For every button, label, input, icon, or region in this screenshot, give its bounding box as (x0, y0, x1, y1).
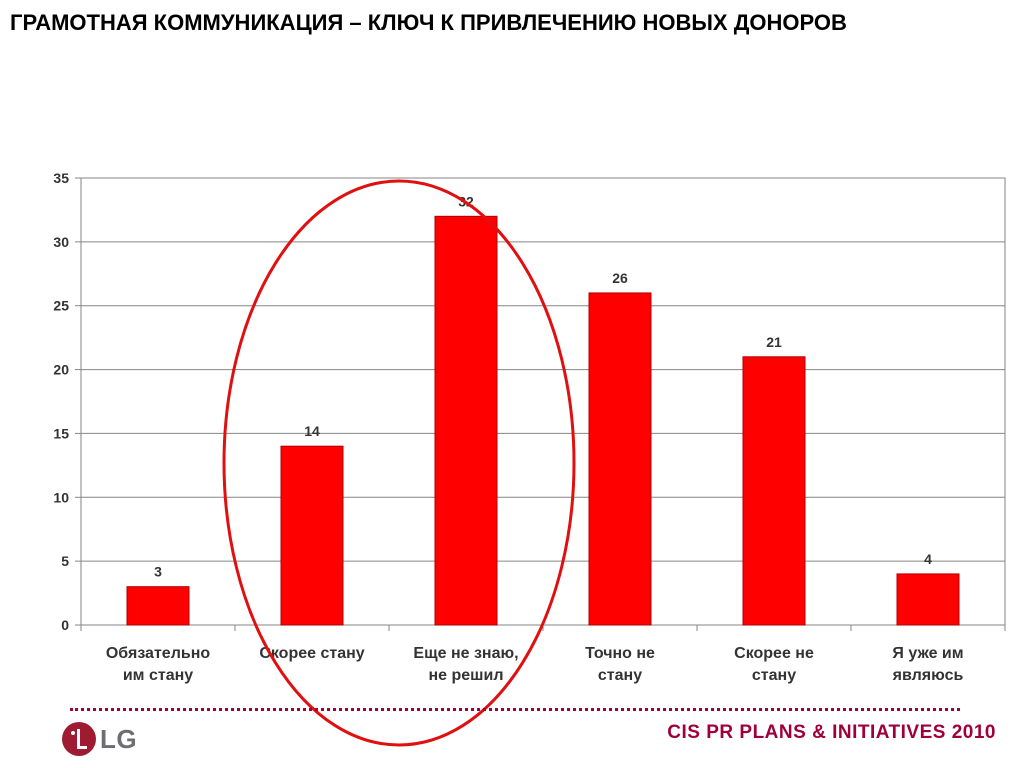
brand-logo: LG (62, 722, 137, 756)
x-category-label-line: стану (752, 667, 796, 684)
x-category-label: Еще не знаю, не решил (413, 645, 518, 684)
x-category-label-line: им стану (123, 667, 193, 684)
lg-logo-icon (62, 722, 96, 756)
x-category-label-line: Обязательно (106, 645, 210, 662)
x-category-label: Скорее стану (259, 645, 364, 662)
data-label: 4 (924, 551, 932, 567)
x-category-label-line: Скорее стану (259, 645, 364, 662)
x-category-label: Скорее не стану (734, 645, 814, 684)
bar (896, 573, 960, 626)
data-label: 21 (766, 334, 782, 350)
x-category-label-line: Точно не (585, 645, 655, 662)
bar (742, 356, 806, 626)
y-tick-label: 5 (61, 553, 69, 569)
y-tick-label: 15 (53, 425, 69, 441)
brand-name: LG (100, 723, 138, 754)
bar (588, 292, 652, 626)
x-category-label-line: не решил (428, 667, 503, 684)
bar (434, 215, 498, 626)
bar (126, 586, 190, 626)
y-tick-label: 0 (61, 617, 69, 633)
x-category-label-line: стану (598, 667, 642, 684)
x-category-label: Обязательно им стану (106, 645, 210, 684)
y-tick-label: 20 (53, 362, 69, 378)
x-category-label-line: Скорее не (734, 645, 814, 662)
data-label: 14 (304, 423, 320, 439)
y-tick-label: 25 (53, 298, 69, 314)
bar (280, 445, 344, 626)
footer-caption: CIS PR PLANS & INITIATIVES 2010 (667, 722, 996, 743)
highlight-ellipse (222, 179, 576, 747)
x-category-label-line: Я уже им (892, 645, 963, 662)
x-category-label: Я уже им являюсь (892, 645, 964, 684)
x-category-label-line: Еще не знаю, (413, 645, 518, 662)
x-category-label: Точно не стану (585, 645, 655, 684)
y-tick-label: 35 (53, 170, 69, 186)
plot-area (80, 177, 1006, 626)
x-category-label-line: являюсь (892, 667, 964, 684)
slide-title: ГРАМОТНАЯ КОММУНИКАЦИЯ – КЛЮЧ К ПРИВЛЕЧЕ… (10, 10, 847, 35)
y-tick-label: 10 (53, 489, 69, 505)
footer-divider (70, 708, 960, 711)
y-tick-label: 30 (53, 234, 69, 250)
data-label: 3 (154, 564, 162, 580)
data-label: 26 (612, 270, 628, 286)
